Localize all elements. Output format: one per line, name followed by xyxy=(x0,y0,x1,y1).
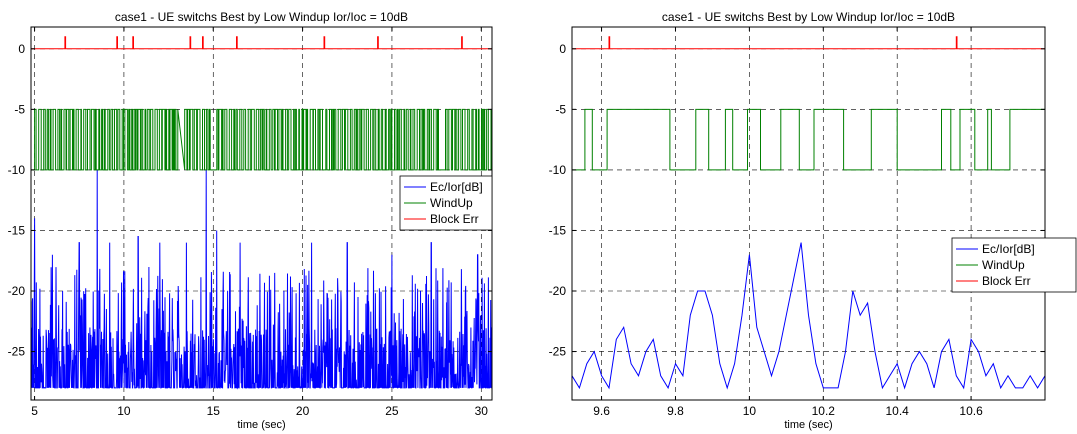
chart-left-svg: case1 - UE switchs Best by Low Windup Io… xyxy=(8,10,493,431)
y-tick-label: -10 xyxy=(8,163,26,177)
y-tick-label: -5 xyxy=(555,102,566,116)
chart-right: case1 - UE switchs Best by Low Windup Io… xyxy=(538,0,1077,434)
x-tick-label: 20 xyxy=(296,404,310,418)
legend-entry-label: WindUp xyxy=(430,196,473,210)
series-line-ec-ior-db xyxy=(31,169,492,390)
plot-frame xyxy=(571,26,1046,401)
x-tick-label: 10.2 xyxy=(812,404,836,418)
legend-entry-label: WindUp xyxy=(982,258,1025,272)
y-tick-label: 0 xyxy=(18,42,25,56)
chart-title: case1 - UE switchs Best by Low Windup Io… xyxy=(115,10,408,24)
legend-entry-label: Ec/Ior[dB] xyxy=(430,180,483,194)
x-tick-label: 30 xyxy=(475,404,489,418)
x-tick-label: 9.6 xyxy=(593,404,610,418)
legend-entry-label: Block Err xyxy=(982,274,1031,288)
x-tick-label: 10.4 xyxy=(886,404,910,418)
y-tick-label: -25 xyxy=(549,345,567,359)
x-tick-label: 9.8 xyxy=(667,404,684,418)
x-axis-label: time (sec) xyxy=(784,419,832,431)
series-line-block-err xyxy=(572,36,1045,50)
y-tick-label: -10 xyxy=(549,163,567,177)
x-tick-label: 10 xyxy=(117,404,131,418)
legend: Ec/Ior[dB] WindUp Block Err xyxy=(951,237,1077,293)
legend-entry-label: Ec/Ior[dB] xyxy=(982,242,1035,256)
y-tick-label: -15 xyxy=(549,223,567,237)
x-tick-label: 25 xyxy=(385,404,399,418)
x-tick-label: 15 xyxy=(207,404,221,418)
legend: Ec/Ior[dB] WindUp Block Err xyxy=(399,175,493,231)
series-line-block-err xyxy=(31,36,492,50)
y-tick-label: -20 xyxy=(8,284,26,298)
x-axis-label: time (sec) xyxy=(237,419,285,431)
series-line-windup xyxy=(31,108,492,171)
series-line-ec-ior-db xyxy=(572,242,1045,390)
series-line-windup xyxy=(572,108,1045,171)
x-tick-label: 10.6 xyxy=(959,404,983,418)
legend-entry-label: Block Err xyxy=(430,212,479,226)
y-tick-label: -15 xyxy=(8,223,26,237)
chart-left: case1 - UE switchs Best by Low Windup Io… xyxy=(0,0,538,434)
y-tick-label: -20 xyxy=(549,284,567,298)
y-tick-label: -25 xyxy=(8,345,26,359)
y-tick-label: -5 xyxy=(14,102,25,116)
chart-title: case1 - UE switchs Best by Low Windup Io… xyxy=(662,10,955,24)
y-tick-label: 0 xyxy=(559,42,566,56)
x-tick-label: 5 xyxy=(31,404,38,418)
x-tick-label: 10 xyxy=(743,404,757,418)
chart-right-svg: case1 - UE switchs Best by Low Windup Io… xyxy=(549,10,1077,431)
